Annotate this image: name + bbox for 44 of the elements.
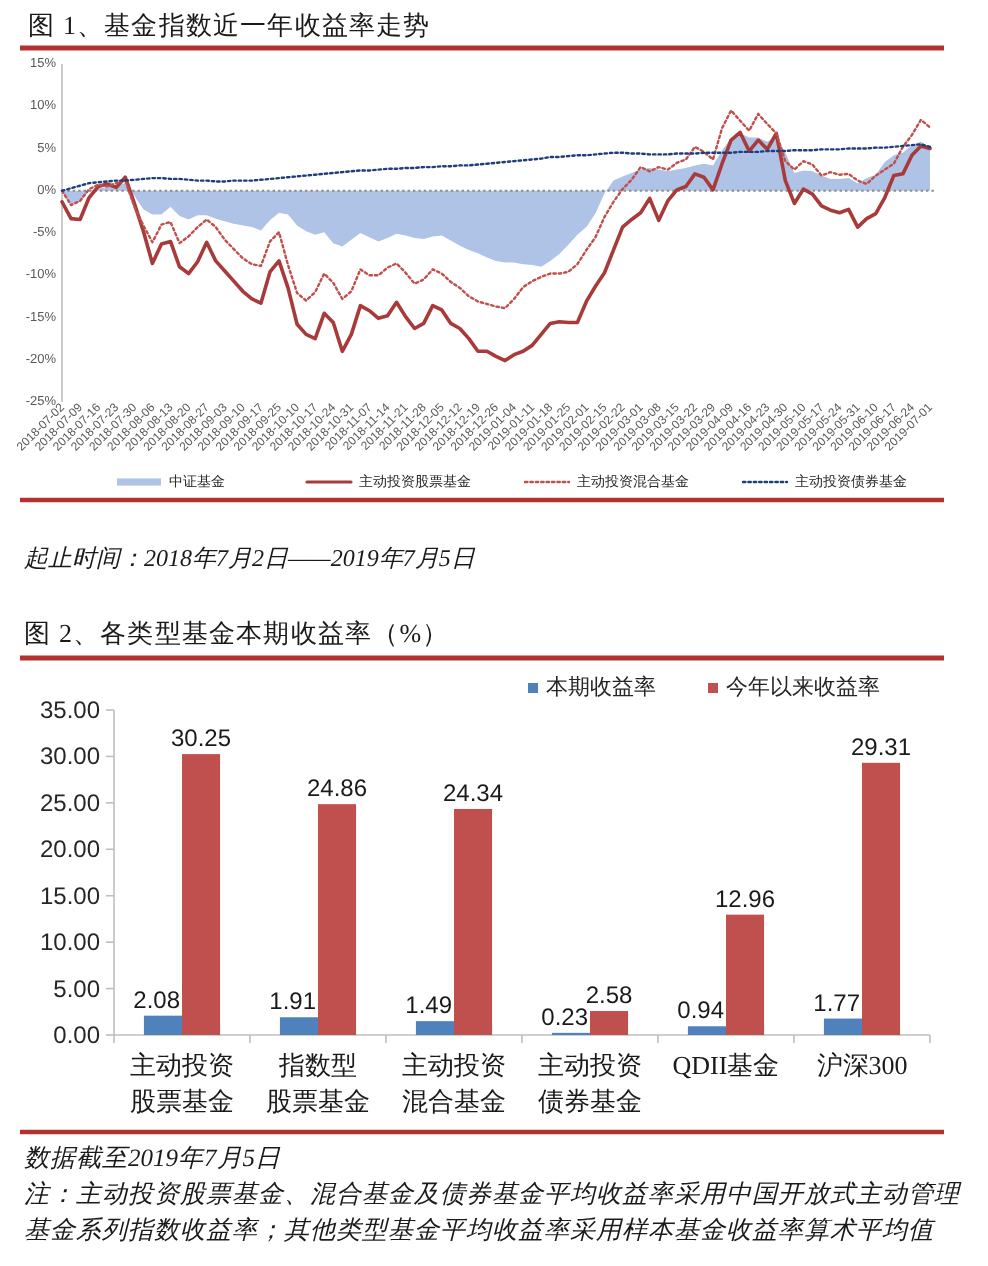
bar — [823, 1018, 862, 1035]
data-label: 30.25 — [171, 724, 232, 753]
text: 注：主动投资股票基金、混合基金及债券基金平均收益率采用中国开放式主动管理基金系列指数收益率；其他类型基金平均收益率采用样本基金收益率算术平均值 — [24, 1180, 962, 1244]
y-tick-label: 15.00 — [39, 881, 101, 910]
bar — [415, 1021, 454, 1035]
x-tick-label: QDII基金 — [672, 1050, 780, 1080]
x-tick-label: 主动投资混合基金 — [402, 1050, 506, 1116]
x-tick-label: 指数型股票基金 — [266, 1050, 370, 1116]
text: 数据截至2019年7月5日 — [24, 1144, 281, 1172]
legend-label: 今年以来收益率 — [726, 674, 880, 700]
data-label: 24.86 — [307, 774, 368, 803]
data-label: 0.23 — [541, 1002, 589, 1031]
y-tick-label: 5.00 — [53, 974, 101, 1003]
legend-label: 本期收益率 — [546, 674, 656, 700]
bar — [279, 1017, 318, 1035]
x-tick-label: 主动投资股票基金 — [130, 1050, 234, 1116]
y-tick-label: 30.00 — [39, 742, 101, 771]
bar — [590, 1011, 629, 1035]
text: 起止时间：2018年7月2日——2019年7月5日 — [24, 544, 477, 572]
bar — [318, 804, 357, 1035]
x-tick-label: 主动投资债券基金 — [538, 1050, 642, 1116]
bar — [726, 914, 765, 1035]
bar — [862, 762, 901, 1035]
data-label: 0.94 — [677, 996, 725, 1025]
chart-title: 图 1、基金指数近一年收益率走势 — [28, 10, 431, 40]
bar — [182, 754, 221, 1035]
bar — [687, 1026, 726, 1035]
bar — [143, 1015, 182, 1035]
y-tick-label: 35.00 — [39, 696, 101, 724]
data-label: 29.31 — [851, 732, 912, 761]
data-label: 12.96 — [715, 884, 776, 913]
chart-title: 图 2、各类型基金本期收益率（%） — [24, 618, 450, 648]
x-tick-label: 沪深300 — [816, 1050, 908, 1080]
y-tick-label: 20.00 — [39, 835, 101, 864]
data-label: 2.08 — [133, 985, 181, 1014]
y-tick-label: 25.00 — [39, 788, 101, 817]
data-label: 24.34 — [443, 778, 504, 807]
data-label: 1.77 — [813, 988, 861, 1017]
y-tick-label: 0.00 — [53, 1021, 101, 1049]
bar — [454, 808, 493, 1035]
data-label: 1.49 — [405, 991, 453, 1020]
y-tick-label: 10.00 — [39, 928, 101, 957]
data-label: 1.91 — [269, 987, 317, 1016]
data-label: 2.58 — [585, 981, 634, 1010]
